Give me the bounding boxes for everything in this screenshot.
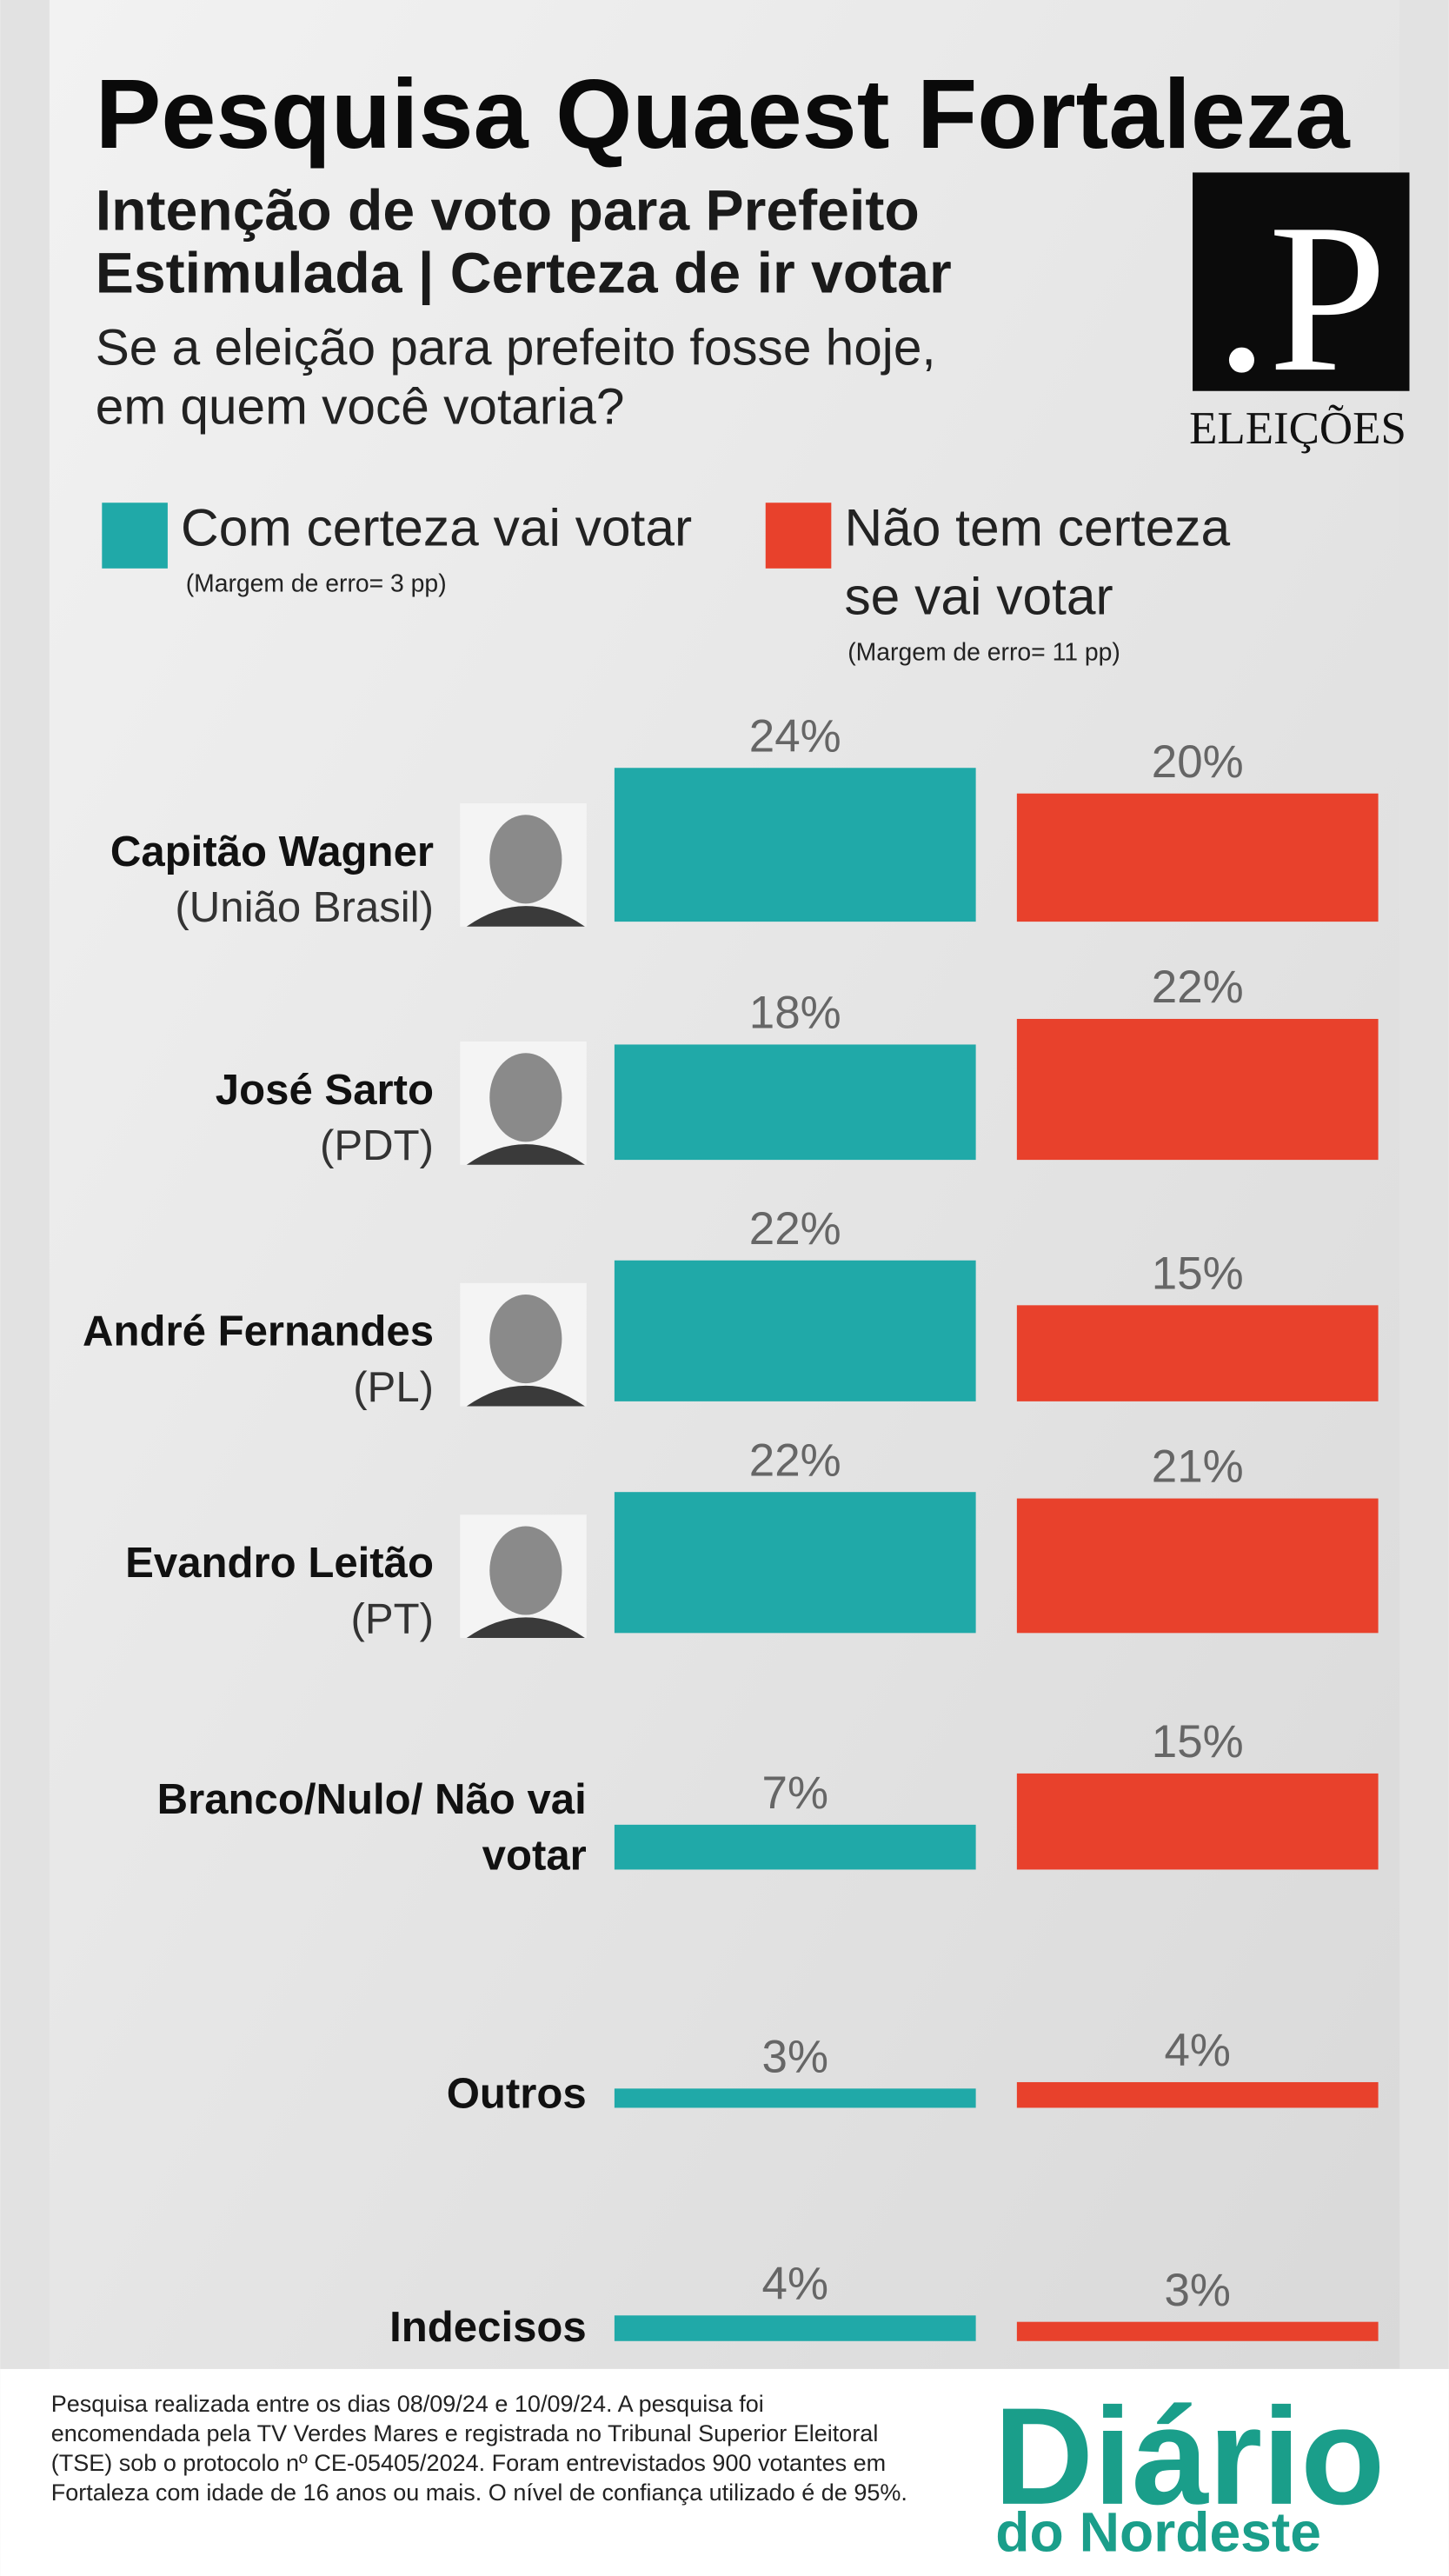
legend-label: Com certeza vai votar (181, 497, 693, 557)
value-label: 4% (762, 2258, 828, 2309)
bar (614, 1044, 976, 1161)
candidate-photo (460, 1282, 587, 1407)
value-label: 7% (762, 1767, 828, 1819)
category-label-group: Capitão Wagner (União Brasil) (0, 757, 434, 935)
photo-head (489, 1053, 562, 1142)
party-label: (PT) (350, 1593, 435, 1643)
plot: Capitão Wagner (União Brasil) 24% 20% José S… (0, 710, 1379, 2354)
category-label-group: André Fernandes (PL) (0, 1237, 434, 1414)
bar (1016, 2321, 1379, 2341)
photo-head (489, 1295, 562, 1384)
subtitle: Intenção de voto para Prefeito (96, 179, 920, 243)
value-label: 20% (1152, 736, 1244, 788)
photo-shoulders (466, 1617, 585, 1638)
category-label-box: André Fernandes (PL) (0, 1237, 434, 1414)
legend-label-box: Com certeza vai votar (181, 497, 693, 557)
bar (614, 1824, 976, 1870)
legend-note: (Margem de erro= 11 pp) (847, 639, 1120, 667)
category-label-box: Branco/Nulo/ Não vai votar (94, 1705, 587, 1882)
brand-sub: do Nordeste (995, 2501, 1321, 2564)
title: Pesquisa Quaest Fortaleza (96, 59, 1351, 170)
value-label: 15% (1152, 1248, 1244, 1299)
question: em quem você votaria? (96, 379, 625, 436)
value-label: 22% (749, 1434, 841, 1486)
value-label: 4% (1164, 2025, 1230, 2076)
legend-swatch (102, 503, 168, 569)
category-label: Branco/Nulo/ Não vai votar (156, 1774, 587, 1880)
legend-label-box: Não tem certeza se vai votar (844, 497, 1231, 626)
logo-box (1193, 172, 1410, 391)
category-label-box: Outros (94, 1943, 587, 2120)
category-label-group: José Sarto (PDT) (0, 995, 434, 1173)
bar (1016, 1018, 1379, 1161)
photo-shoulders (466, 906, 585, 927)
value-label: 3% (1164, 2265, 1230, 2316)
category-label: Capitão Wagner (110, 826, 435, 876)
brand-name: Diário (994, 2379, 1385, 2533)
category-label-box: José Sarto(PDT) (0, 995, 434, 1173)
question: Se a eleição para prefeito fosse hoje, (96, 320, 936, 376)
bar (614, 768, 976, 922)
bar (614, 1492, 976, 1634)
panel (49, 0, 1400, 2369)
photo-head (489, 815, 562, 904)
legend-swatch (765, 503, 832, 569)
value-label: 22% (1152, 962, 1244, 1013)
category-label: Evandro Leitão (125, 1537, 435, 1588)
category-label-group: Branco/Nulo/ Não vai votar (94, 1705, 587, 1882)
footer: Pesquisa realizada entre os dias 08/09/2… (51, 2391, 907, 2506)
category-label: André Fernandes (82, 1306, 435, 1355)
bar (1016, 1773, 1379, 1870)
legend: Com certeza vai votar (Margem de erro= 3 … (102, 497, 1231, 667)
category-label-group: Outros (94, 1943, 587, 2120)
candidate-photo (460, 803, 587, 927)
logo-mark: .P (1215, 180, 1387, 416)
footer-note: Fortaleza com idade de 16 anos ou mais. … (51, 2479, 907, 2506)
value-label: 3% (762, 2031, 828, 2082)
footer-bg (0, 2368, 1449, 2576)
bar (614, 2088, 976, 2108)
category-label: Indecisos (389, 2301, 587, 2352)
value-label: 24% (749, 710, 841, 762)
category-label-group: Indecisos (94, 2177, 587, 2354)
candidate-photo (460, 1514, 587, 1638)
value-label: 15% (1152, 1716, 1244, 1767)
subtitle: Estimulada | Certeza de ir votar (96, 241, 952, 306)
category-label: Outros (446, 2068, 587, 2118)
category-label-box: Capitão Wagner (União Brasil) (0, 757, 434, 935)
footer-note: (TSE) sob o protocolo nº CE-05405/2024. … (51, 2450, 886, 2476)
value-label: 18% (749, 988, 841, 1039)
bar (1016, 1498, 1379, 1634)
value-label: 21% (1152, 1441, 1244, 1493)
photo-shoulders (466, 1385, 585, 1407)
party-label: (PL) (353, 1361, 435, 1412)
candidate-photo (460, 1042, 587, 1165)
party-label: (União Brasil) (175, 882, 435, 932)
bar (614, 1260, 976, 1401)
category-label-group: Evandro Leitão (PT) (0, 1468, 434, 1646)
party-label: (PDT) (320, 1120, 435, 1170)
category-label-box: Evandro Leitão(PT) (0, 1468, 434, 1646)
legend-label: Não tem certeza se vai votar (844, 497, 1231, 626)
footer-note: Pesquisa realizada entre os dias 08/09/2… (51, 2391, 764, 2417)
logo-label: ELEIÇÕES (1189, 403, 1406, 454)
legend-note: (Margem de erro= 3 pp) (186, 569, 447, 597)
footer-note: encomendada pela TV Verdes Mares e regis… (51, 2420, 879, 2446)
bar (1016, 793, 1379, 922)
bar (1016, 1305, 1379, 1401)
bar (614, 2315, 976, 2341)
bar (1016, 2081, 1379, 2108)
photo-shoulders (466, 1144, 585, 1165)
photo-head (489, 1526, 562, 1615)
value-label: 22% (749, 1203, 841, 1255)
category-label: José Sarto (215, 1064, 435, 1115)
category-label-box: Indecisos (94, 2177, 587, 2354)
